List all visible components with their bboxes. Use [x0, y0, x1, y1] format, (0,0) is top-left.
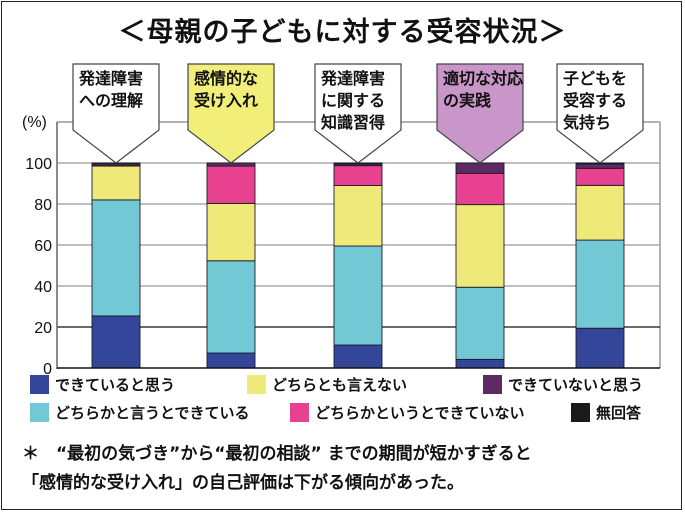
category-label: 感情的な — [194, 69, 258, 88]
legend-swatch — [483, 375, 502, 394]
bar-segment — [206, 202, 256, 262]
category-callout — [187, 63, 275, 164]
category-callout — [436, 63, 524, 164]
legend-label: できていると思う — [55, 376, 176, 394]
legend-label: できていないと思う — [508, 376, 644, 394]
bar-segment — [455, 172, 505, 206]
y-tick-label: 100 — [25, 156, 52, 173]
bar-segment — [575, 167, 625, 186]
bar-segment — [91, 199, 141, 317]
bar-segment — [575, 163, 625, 169]
bar-segment — [206, 352, 256, 369]
category-label: 適切な対応 — [443, 69, 523, 88]
legend-item: できていると思う — [30, 374, 175, 395]
legend-swatch — [30, 375, 49, 394]
category-label: への理解 — [79, 91, 143, 110]
legend-item: どちらかと言うとできている — [30, 402, 250, 423]
legend-label: 無回答 — [596, 404, 642, 422]
legend-label: どちらかというとできていない — [315, 404, 525, 422]
category-label: 知識習得 — [321, 113, 385, 132]
bar-segment — [91, 315, 141, 369]
y-tick-label: 80 — [34, 197, 52, 214]
y-tick-label: 60 — [34, 238, 52, 255]
category-callout — [556, 63, 644, 164]
y-tick-label: 0 — [43, 361, 52, 378]
category-label: 受け入れ — [194, 91, 258, 110]
bar-segment — [455, 286, 505, 360]
footnote: ＊ “最初の気づき”から“最初の相談” までの期間が短かすぎると 「感情的な受け… — [22, 440, 532, 498]
bar-segment — [91, 165, 141, 201]
category-callout — [314, 63, 402, 164]
footnote-line-2: 「感情的な受け入れ」の自己評価は下がる傾向があった。 — [22, 473, 464, 493]
legend-item: どちらかというとできていない — [290, 402, 525, 423]
bar-segment — [575, 184, 625, 241]
legend-label: どちらとも言えない — [272, 376, 408, 394]
bar-segment — [333, 185, 383, 247]
category-callout — [72, 63, 160, 164]
bar-segment — [333, 344, 383, 369]
chart-title: ＜母親の子どもに対する受容状況＞ — [118, 17, 567, 48]
legend-swatch — [571, 403, 590, 422]
category-label: 発達障害 — [320, 69, 385, 88]
legend-swatch — [247, 375, 266, 394]
bar-segment — [455, 204, 505, 288]
category-label: 気持ち — [563, 113, 611, 132]
bar-segment — [575, 327, 625, 369]
legend-swatch — [30, 403, 49, 422]
bar-segment — [206, 165, 256, 204]
y-tick-label: 40 — [34, 279, 52, 296]
category-label: 子どもを — [563, 69, 627, 88]
bar-segment — [333, 165, 383, 186]
legend-swatch — [290, 403, 309, 422]
bar-segment — [455, 162, 505, 174]
y-axis-label: (%) — [22, 114, 47, 131]
category-label: 受容する — [563, 91, 627, 110]
legend-item: 無回答 — [571, 402, 641, 423]
legend-item: どちらとも言えない — [247, 374, 407, 395]
footnote-line-1: ＊ “最初の気づき”から“最初の相談” までの期間が短かすぎると — [22, 444, 532, 464]
bar-segment — [333, 245, 383, 346]
legend-label: どちらかと言うとできている — [55, 404, 250, 422]
y-tick-label: 20 — [34, 320, 52, 337]
bar-segment — [206, 260, 256, 354]
category-label: の実践 — [443, 91, 491, 110]
bar-segment — [455, 358, 505, 369]
bar-segment — [575, 239, 625, 329]
category-label: に関する — [321, 91, 385, 110]
legend-item: できていないと思う — [483, 374, 643, 395]
category-label: 発達障害 — [78, 69, 143, 88]
